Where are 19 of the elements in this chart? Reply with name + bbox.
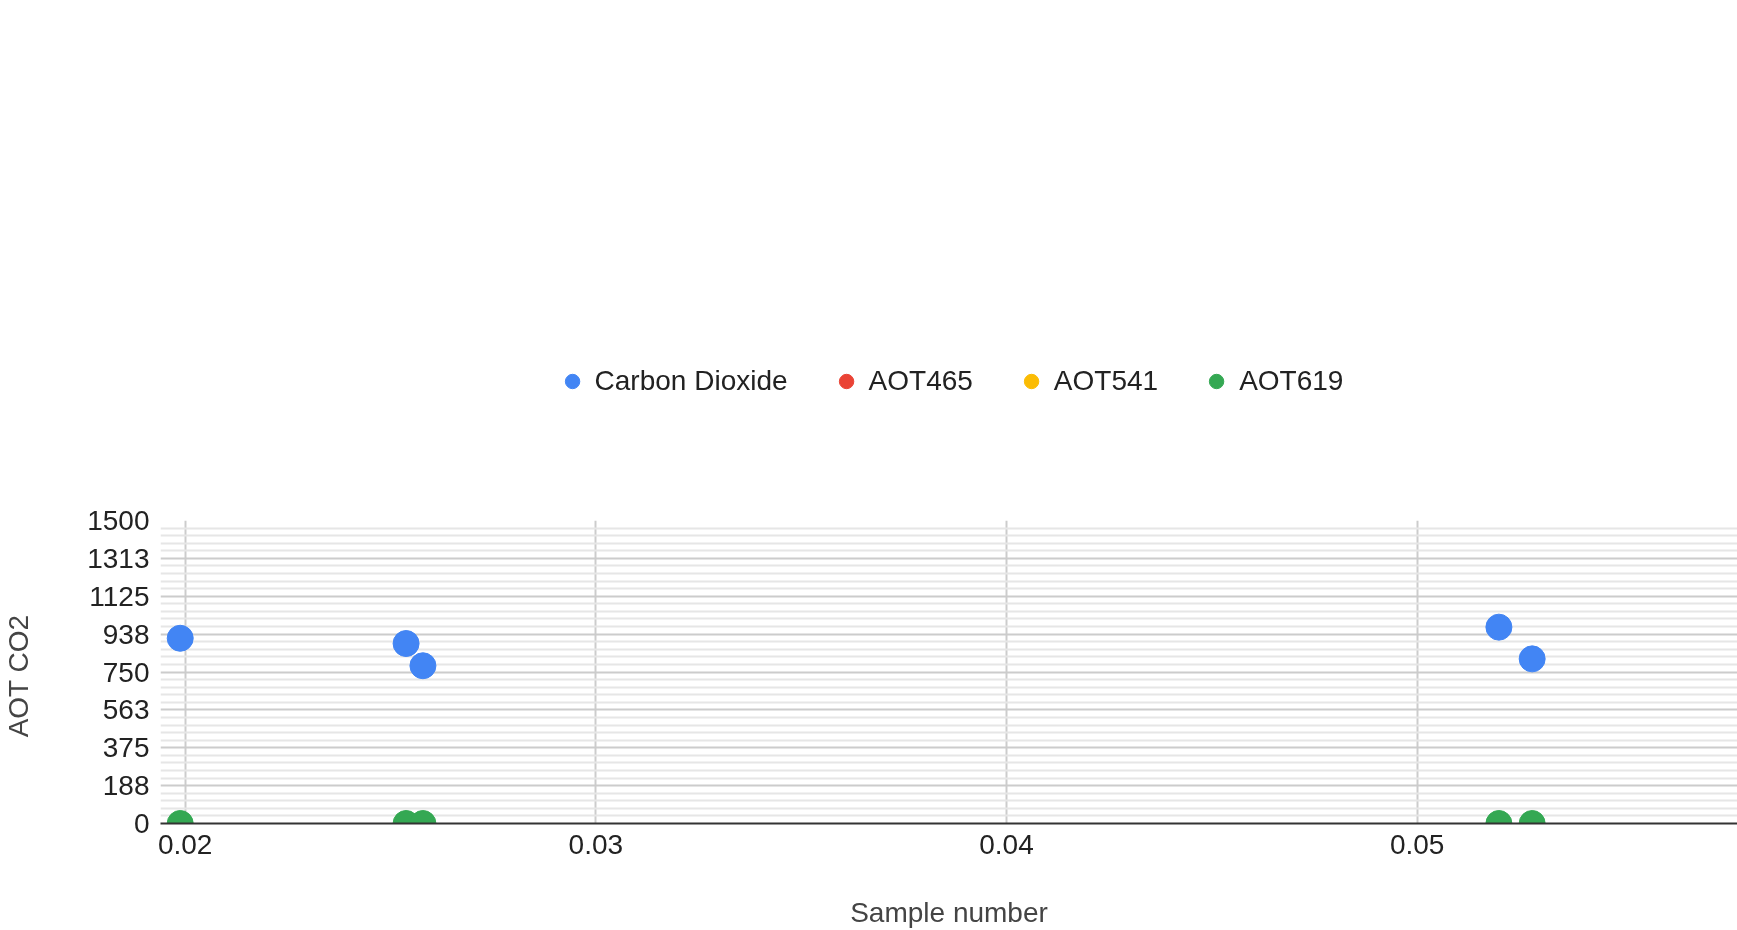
legend-label: AOT541 — [1053, 365, 1159, 397]
x-tick-label: 0.03 — [568, 828, 624, 860]
y-tick-label: 563 — [102, 694, 150, 726]
y-tick-label: 1125 — [89, 580, 150, 612]
legend-label: AOT465 — [868, 365, 973, 397]
y-tick-label: 1500 — [87, 505, 150, 536]
y-tick-label: 188 — [102, 770, 150, 802]
x-tick-label: 0.05 — [1389, 828, 1445, 860]
y-tick-label: 750 — [102, 656, 150, 688]
y-tick-label: 375 — [102, 732, 150, 764]
legend-label: Carbon Dioxide — [594, 365, 788, 397]
y-tick-label: 0 — [133, 808, 150, 839]
x-tick-label: 0.04 — [979, 828, 1034, 860]
x-tick-label: 0.02 — [157, 828, 213, 860]
y-axis-title: AOT CO2 — [3, 614, 35, 738]
x-axis-title: Sample number — [850, 896, 1048, 928]
y-tick-label: 1313 — [87, 542, 150, 574]
legend-label: AOT619 — [1239, 365, 1344, 397]
y-tick-label: 938 — [102, 618, 150, 650]
